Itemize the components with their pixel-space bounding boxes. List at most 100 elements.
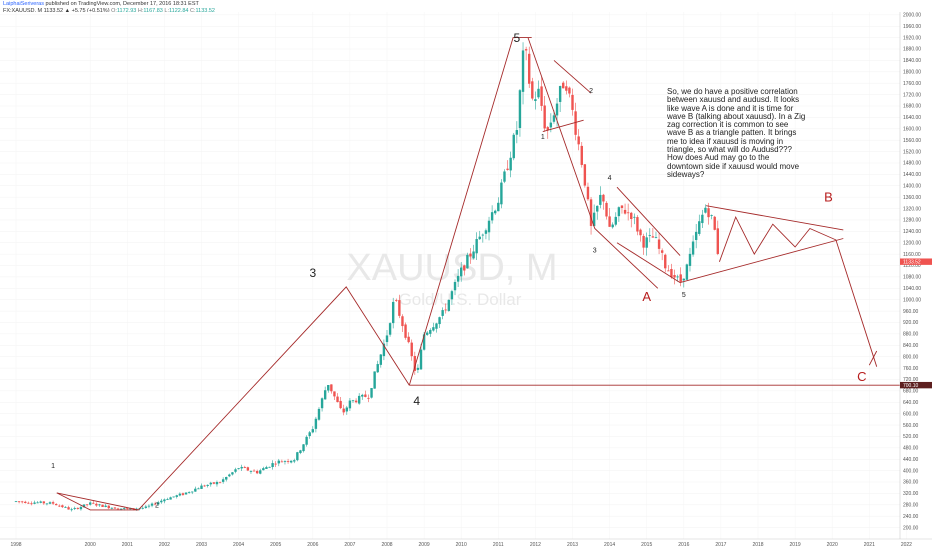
price-tick-label: 960.00 bbox=[903, 309, 919, 315]
candle bbox=[401, 314, 404, 332]
price-tick-label: 1440.00 bbox=[903, 172, 921, 178]
wave-c-tick bbox=[868, 350, 878, 366]
candle bbox=[293, 458, 296, 464]
candle bbox=[197, 487, 200, 490]
candle bbox=[648, 228, 651, 243]
candle bbox=[713, 215, 716, 231]
candle bbox=[147, 504, 151, 509]
candle bbox=[524, 46, 528, 61]
candle bbox=[410, 339, 413, 361]
wave-label: 3 bbox=[309, 266, 316, 280]
candle bbox=[311, 426, 314, 434]
candle bbox=[113, 507, 117, 509]
candle bbox=[339, 396, 342, 410]
candle bbox=[391, 297, 395, 329]
level-price-tag-bg bbox=[900, 381, 932, 389]
candle bbox=[327, 384, 330, 393]
candle bbox=[664, 253, 667, 273]
candle bbox=[259, 468, 262, 475]
price-tick-label: 1920.00 bbox=[903, 35, 921, 41]
candle bbox=[710, 214, 713, 220]
candle bbox=[416, 364, 420, 374]
candle bbox=[633, 213, 636, 225]
price-tick-label: 1600.00 bbox=[903, 126, 921, 132]
candle bbox=[685, 263, 689, 280]
candle bbox=[395, 298, 398, 302]
channel-bottom-upper bbox=[542, 119, 584, 133]
candle bbox=[704, 204, 707, 214]
candle bbox=[654, 231, 658, 239]
candle bbox=[589, 196, 593, 235]
grid bbox=[0, 12, 907, 539]
published-text: published on TradingView.com, December 1… bbox=[45, 1, 199, 7]
candle bbox=[472, 244, 475, 260]
price-tick-label: 1040.00 bbox=[903, 286, 921, 292]
candle bbox=[172, 496, 175, 498]
candle bbox=[487, 216, 491, 241]
candle bbox=[620, 205, 624, 214]
candle bbox=[617, 206, 621, 222]
candle bbox=[716, 220, 720, 256]
time-tick-label: 2018 bbox=[752, 542, 763, 548]
candle bbox=[215, 480, 219, 487]
candle bbox=[691, 235, 695, 257]
low-value: 1122.84 bbox=[169, 8, 189, 14]
candle bbox=[667, 265, 670, 272]
candle bbox=[92, 501, 95, 504]
candle bbox=[48, 501, 52, 505]
candle bbox=[534, 91, 537, 110]
candle bbox=[602, 193, 605, 210]
wave-label: 4 bbox=[608, 175, 612, 182]
price-tags: 1133.52 700.10 bbox=[900, 258, 932, 389]
wave-label: 2 bbox=[589, 88, 593, 95]
time-axis[interactable]: 1998 2000 2001 2002 2003 2004 2005 2006 2007 2008… bbox=[10, 542, 912, 548]
candle bbox=[364, 390, 367, 398]
price-tick-label: 720.00 bbox=[903, 377, 919, 383]
candle bbox=[407, 332, 410, 344]
candle bbox=[336, 393, 339, 403]
candle bbox=[580, 142, 583, 168]
candle bbox=[357, 393, 361, 405]
candle bbox=[562, 81, 565, 89]
high-label: H: bbox=[137, 8, 144, 14]
price-tick-label: 680.00 bbox=[903, 389, 919, 395]
candle bbox=[605, 201, 608, 220]
candle bbox=[475, 232, 478, 261]
candle bbox=[447, 299, 451, 312]
price-tick-label: 560.00 bbox=[903, 423, 919, 429]
price-tick-label: 1760.00 bbox=[903, 81, 921, 87]
candle bbox=[388, 322, 392, 337]
candle bbox=[314, 416, 318, 433]
price-tick-label: 840.00 bbox=[903, 343, 919, 349]
analysis-note: So, we do have a positive correlation be… bbox=[667, 87, 806, 179]
candle bbox=[398, 294, 401, 319]
price-tick-label: 1840.00 bbox=[903, 58, 921, 64]
price-tick-label: 1800.00 bbox=[903, 70, 921, 76]
time-tick-label: 2000 bbox=[85, 542, 96, 548]
candle bbox=[286, 458, 290, 464]
candle bbox=[490, 205, 494, 224]
candle bbox=[583, 163, 587, 188]
candle bbox=[441, 307, 444, 320]
candle bbox=[558, 85, 562, 113]
candle bbox=[370, 387, 373, 399]
candle bbox=[367, 394, 370, 403]
price-tick-label: 2000.00 bbox=[903, 13, 921, 19]
candle bbox=[577, 129, 580, 151]
candle bbox=[623, 203, 627, 215]
candle bbox=[701, 209, 704, 229]
candle bbox=[67, 505, 70, 510]
author-link[interactable]: LaiphaiSeriveras bbox=[3, 1, 44, 7]
candle bbox=[144, 504, 148, 509]
candle bbox=[110, 507, 114, 510]
price-tick-label: 1080.00 bbox=[903, 275, 921, 281]
price-axis[interactable]: 2000.00 1960.00 1920.00 1880.00 1840.00 1800.… bbox=[903, 13, 921, 532]
candle bbox=[64, 506, 67, 508]
candle bbox=[404, 322, 407, 340]
wave-label: 5 bbox=[682, 292, 686, 299]
candle bbox=[608, 208, 611, 227]
candle bbox=[450, 289, 454, 305]
candle bbox=[187, 491, 191, 494]
candle bbox=[14, 501, 18, 503]
